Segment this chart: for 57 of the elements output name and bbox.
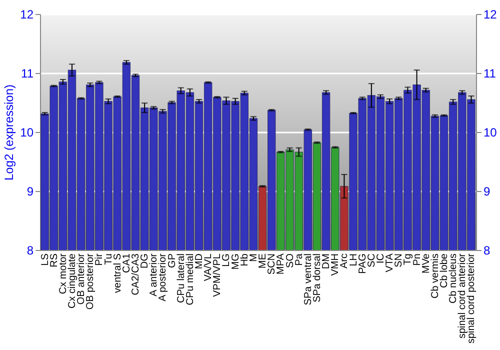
x-tick-label: VPM/VPL [212, 253, 224, 297]
y-tick-label: 10 [20, 126, 34, 140]
x-tick-label: Cx cingulate [66, 253, 78, 309]
x-tick-label: MPA [276, 253, 287, 274]
y-tick-label: 8 [26, 244, 34, 258]
y2-tick-label: 9 [484, 184, 490, 198]
x-tick-label: ME [258, 253, 269, 268]
x-tick-label: spinal cord anterior [457, 252, 468, 339]
x-tick-label: PAG [357, 253, 368, 274]
x-tick-label: RS [48, 253, 60, 268]
x-tick-label: OB posterior [85, 252, 96, 310]
x-tick-label: VMH [330, 254, 342, 276]
x-tick-label: LG [221, 253, 232, 267]
y2-tick-label: 11 [484, 66, 496, 80]
x-tick-label: Tu [103, 254, 114, 265]
x-tick-label: CA2/CA3 [130, 253, 142, 296]
x-tick-label: MVe [420, 253, 432, 274]
x-tick-label: OB anterior [76, 252, 88, 305]
x-tick-label: ventral S [112, 253, 124, 293]
x-tick-label: SPa dorsal [312, 254, 323, 302]
x-tick-label: Hb [239, 253, 250, 266]
x-tick-label: Tg [402, 254, 414, 266]
x-tick-label: SCN [266, 254, 278, 275]
y-tick-label: 11 [21, 66, 34, 80]
x-tick-label: Arc [339, 254, 350, 268]
y2-tick-label: 8 [484, 244, 490, 258]
y-tick-label: 12 [20, 8, 34, 22]
x-tick-label: Pn [412, 254, 423, 266]
x-tick-label: spinal cord posterior [466, 252, 478, 344]
y2-tick-label: 10 [484, 126, 498, 140]
x-tick-label: CPu lateral [176, 254, 187, 303]
x-tick-label: DG [140, 253, 151, 268]
x-tick-label: Cb lobe [439, 253, 450, 288]
x-tick-label: M [248, 254, 260, 262]
x-tick-label: Cb vermis [430, 254, 441, 299]
x-tick-label: SC [366, 254, 378, 268]
y-axis-title: Log2 (expression) [2, 84, 16, 181]
x-tick-label: IC [375, 254, 386, 264]
x-tick-label: CA1 [121, 253, 132, 273]
x-tick-label: Pir [94, 252, 106, 266]
x-tick-label: A posterior [158, 252, 169, 302]
x-tick-label: SN [394, 254, 405, 268]
x-tick-label: GP [166, 253, 178, 268]
x-tick-label: LH [348, 254, 360, 266]
x-tick-label: DM [321, 254, 332, 270]
x-tick-label: A anterior [148, 252, 160, 296]
y2-tick-label: 12 [484, 8, 498, 22]
x-tick-label: SO [284, 253, 296, 268]
x-tick-label: Cx motor [58, 252, 69, 294]
x-tick-label: VTA [384, 253, 396, 272]
x-tick-label: Cb nucleus [448, 254, 460, 304]
x-tick-label: SPa ventral [302, 254, 314, 306]
y-tick-label: 9 [26, 184, 34, 198]
x-tick-label: CPu medial [184, 254, 196, 306]
x-tick-label: MG [230, 253, 242, 270]
x-tick-label: Pa [294, 253, 305, 266]
x-tick-label: LS [40, 253, 51, 266]
